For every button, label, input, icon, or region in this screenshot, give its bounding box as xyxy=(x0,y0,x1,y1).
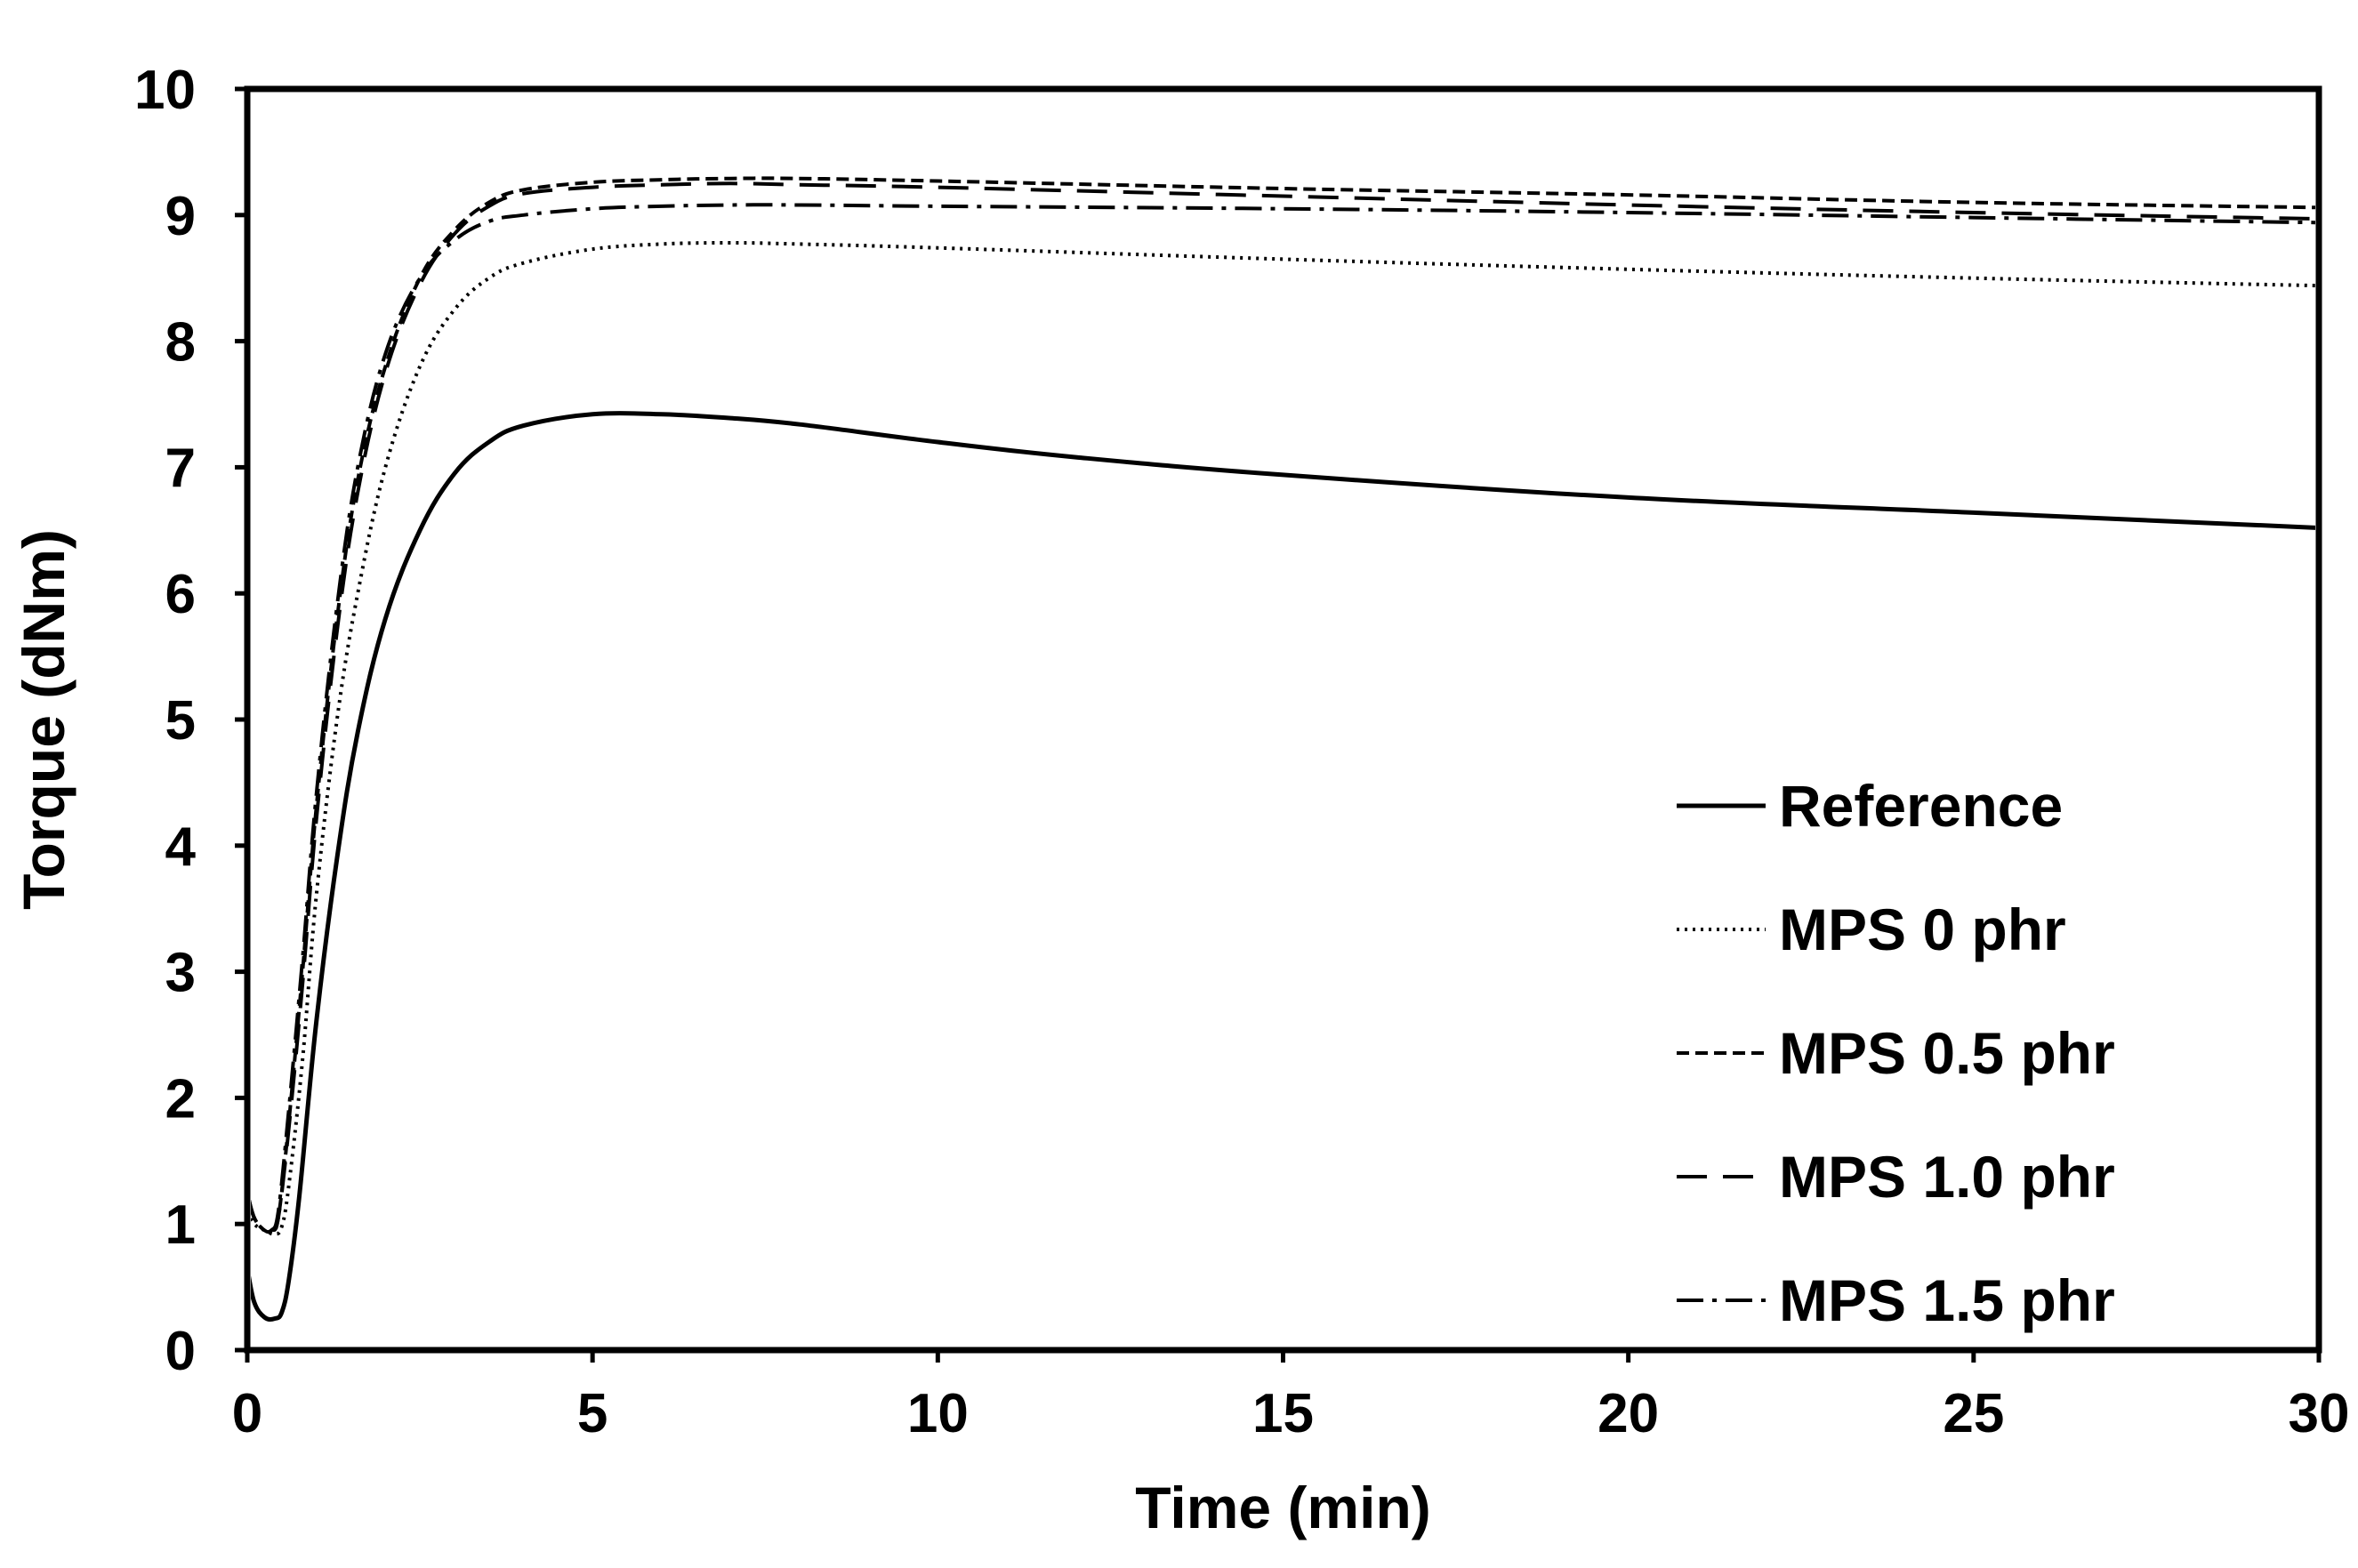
series-line-0 xyxy=(251,411,2315,1322)
x-tick-label: 10 xyxy=(907,1383,969,1444)
y-tick-label: 3 xyxy=(165,943,196,1004)
legend-label-3: MPS 1.0 phr xyxy=(1779,1144,2115,1210)
y-tick-label: 8 xyxy=(165,312,196,374)
x-tick-label: 15 xyxy=(1252,1383,1314,1444)
series-line-2 xyxy=(251,176,2315,1234)
y-tick-label: 9 xyxy=(165,186,196,247)
x-tick-label: 25 xyxy=(1943,1383,2004,1444)
x-tick-label: 5 xyxy=(577,1383,608,1444)
x-tick-label: 20 xyxy=(1597,1383,1659,1444)
y-tick-label: 2 xyxy=(165,1068,196,1130)
series-layer xyxy=(251,176,2315,1322)
legend-label-2: MPS 0.5 phr xyxy=(1779,1020,2115,1086)
legend-label-0: Reference xyxy=(1779,773,2063,839)
axes: 0 5 10 15 20 25 30 0 1 2 3 4 5 6 7 8 9 10 xyxy=(134,60,2349,1444)
y-tick-label: 5 xyxy=(165,690,196,752)
x-tick-label: 0 xyxy=(232,1383,262,1444)
legend: Reference MPS 0 phr MPS 0.5 phr MPS 1.0 phr… xyxy=(1677,773,2115,1333)
legend-label-1: MPS 0 phr xyxy=(1779,897,2066,962)
series-line-1 xyxy=(251,241,2315,1236)
legend-label-4: MPS 1.5 phr xyxy=(1779,1267,2115,1333)
series-line-4 xyxy=(251,203,2315,1234)
x-axis-title: Time (min) xyxy=(1135,1475,1430,1540)
y-tick-label: 7 xyxy=(165,438,196,499)
y-tick-label: 0 xyxy=(165,1321,196,1382)
y-tick-label: 1 xyxy=(165,1194,196,1256)
y-tick-label: 4 xyxy=(165,816,197,878)
y-tick-label: 6 xyxy=(165,564,196,625)
series-line-3 xyxy=(251,181,2315,1234)
y-tick-label: 10 xyxy=(134,60,196,121)
y-axis-title: Torque (dNm) xyxy=(11,529,76,910)
x-tick-label: 30 xyxy=(2289,1383,2350,1444)
